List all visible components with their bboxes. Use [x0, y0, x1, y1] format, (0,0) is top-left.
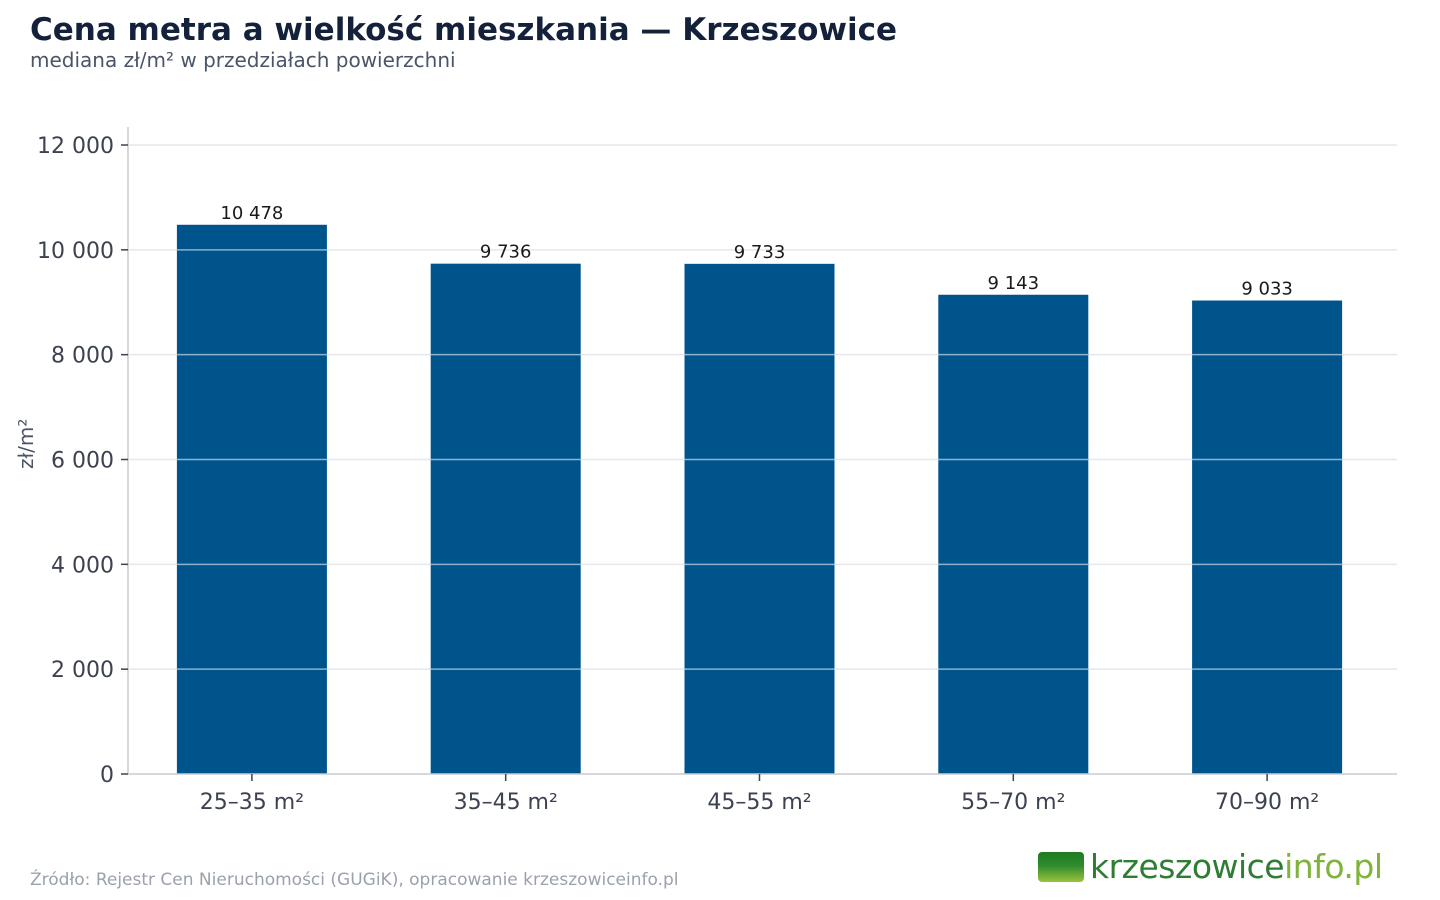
y-tick-label: 0	[100, 763, 114, 788]
bar	[938, 294, 1089, 774]
y-tick-label: 12 000	[37, 134, 114, 159]
logo-text-part1: krzeszowice	[1090, 847, 1285, 886]
logo-text: krzeszowiceinfo.pl	[1090, 850, 1383, 884]
bar	[430, 263, 581, 774]
y-tick-label: 2 000	[51, 658, 114, 683]
bar	[1192, 300, 1343, 774]
source-note: Źródło: Rejestr Cen Nieruchomości (GUGiK…	[30, 870, 679, 890]
data-label: 10 478	[220, 203, 283, 224]
logo-mark-icon	[1038, 852, 1084, 882]
data-label: 9 143	[988, 273, 1040, 294]
x-tick-label: 70–90 m²	[1215, 790, 1319, 815]
data-label: 9 733	[734, 242, 786, 263]
data-label: 9 736	[480, 242, 532, 263]
x-tick-label: 25–35 m²	[200, 790, 304, 815]
bar	[176, 224, 327, 774]
y-tick-label: 8 000	[51, 344, 114, 369]
x-tick-label: 45–55 m²	[707, 790, 811, 815]
bar	[684, 263, 835, 774]
y-tick-label: 6 000	[51, 449, 114, 474]
data-label: 9 033	[1241, 279, 1293, 300]
site-logo: krzeszowiceinfo.pl	[1038, 850, 1383, 884]
y-tick-label: 4 000	[51, 553, 114, 578]
x-tick-label: 35–45 m²	[454, 790, 558, 815]
x-tick-label: 55–70 m²	[961, 790, 1065, 815]
chart-subtitle: mediana zł/m² w przedziałach powierzchni	[30, 48, 456, 72]
y-tick-label: 10 000	[37, 239, 114, 264]
chart-title: Cena metra a wielkość mieszkania — Krzes…	[30, 12, 898, 48]
logo-text-part2: info.pl	[1284, 847, 1383, 886]
